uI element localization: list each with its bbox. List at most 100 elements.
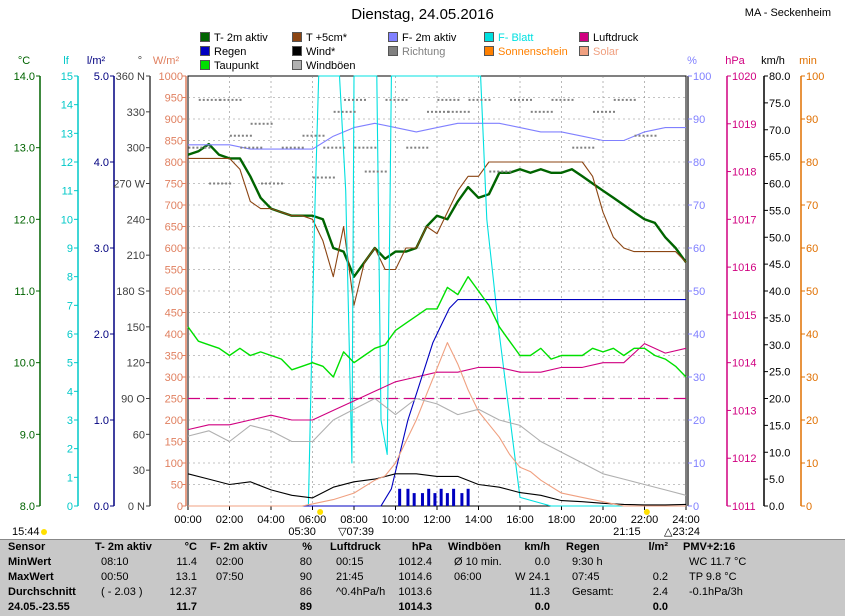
direction-point — [362, 146, 365, 149]
direction-point — [214, 98, 217, 101]
x-tick-label: 00:00 — [174, 514, 202, 526]
min-axis-label: 60 — [806, 243, 818, 255]
direction-point — [206, 98, 209, 101]
direction-point — [306, 134, 309, 137]
direction-point — [285, 146, 288, 149]
series-line — [188, 75, 686, 507]
temp-axis-unit: °C — [18, 55, 30, 67]
solar-axis-label: 650 — [165, 222, 183, 234]
stats-row: 11.3 — [448, 585, 556, 600]
direction-point — [231, 98, 234, 101]
stats-cell-value: 1014.3 — [398, 601, 432, 613]
pct-axis-label: 10 — [693, 458, 705, 470]
direction-point — [335, 146, 338, 149]
direction-point — [588, 146, 591, 149]
direction-point — [289, 146, 292, 149]
stats-header-unit: hPa — [411, 541, 432, 553]
stats-cell-label: 07:45 — [572, 571, 600, 583]
direction-point — [510, 98, 512, 101]
stats-row: ^0.4hPa/h 1013.6 — [330, 585, 438, 600]
direction-point — [613, 98, 616, 101]
stats-cell-value: 1014.6 — [398, 571, 432, 583]
stats-row: MinWert — [8, 555, 93, 570]
direction-point — [501, 170, 504, 173]
direction-point — [393, 98, 396, 101]
lf-axis-label: 11 — [62, 186, 73, 198]
direction-point — [580, 146, 583, 149]
direction-point — [559, 98, 562, 101]
direction-point — [337, 110, 340, 113]
x-tick-label: 14:00 — [465, 514, 493, 526]
direction-axis-label: 120 — [127, 358, 145, 370]
legend-label: Solar — [593, 46, 619, 58]
direction-point — [356, 98, 358, 101]
rain-axis-unit: l/m² — [87, 55, 106, 67]
kmh-axis-label: 10.0 — [769, 447, 790, 459]
hpa-axis-label: 1015 — [732, 310, 756, 322]
direction-point — [530, 98, 532, 101]
direction-point — [572, 146, 575, 149]
stats-header: T- 2m aktiv °C — [95, 540, 203, 555]
direction-point — [235, 98, 238, 101]
solar-axis-label: 300 — [165, 372, 183, 384]
direction-point — [447, 110, 450, 113]
legend-item: T- 2m aktiv — [200, 32, 268, 44]
hpa-axis-label: 1018 — [732, 167, 756, 179]
direction-point — [202, 98, 205, 101]
stats-cell-label: TP 9.8 °C — [689, 571, 737, 583]
direction-axis-label: 270 W — [113, 179, 145, 191]
pct-axis-label: 60 — [693, 243, 705, 255]
direction-point — [650, 134, 653, 137]
legend-label: F- Blatt — [498, 32, 534, 44]
direction-point — [463, 110, 466, 113]
legend-item: F- 2m aktiv — [388, 32, 456, 44]
direction-point — [227, 98, 230, 101]
stats-cell-label: Gesamt: — [572, 586, 614, 598]
series-line — [187, 397, 687, 496]
stats-cell-value: 0.0 — [652, 601, 668, 613]
current-time-label: 15:44 — [12, 526, 40, 538]
direction-point — [455, 110, 458, 113]
kmh-axis-label: 50.0 — [769, 232, 790, 244]
direction-point — [422, 146, 425, 149]
stats-header-label: Luftdruck — [330, 541, 381, 553]
x-tick-label: 22:00 — [631, 514, 659, 526]
solar-axis-label: 600 — [165, 243, 183, 255]
x-tick-label: 20:00 — [589, 514, 617, 526]
direction-point — [360, 98, 362, 101]
legend-swatch — [388, 32, 398, 42]
stats-cell-value: 12.37 — [169, 586, 197, 598]
kmh-axis-label: 75.0 — [769, 98, 790, 110]
direction-point — [341, 110, 344, 113]
min-axis-label: 100 — [806, 71, 824, 83]
direction-point — [223, 98, 226, 101]
direction-axis-label: 60 — [133, 429, 145, 441]
direction-point — [451, 110, 454, 113]
legend-label: T +5cm* — [306, 32, 348, 44]
stats-row: TP 9.8 °C — [683, 570, 793, 585]
stats-cell-label: WC 11.7 °C — [689, 556, 747, 568]
stats-cell-value: 0.0 — [534, 556, 550, 568]
min-axis-label: 0 — [806, 501, 812, 513]
solar-axis-label: 900 — [165, 114, 183, 126]
direction-point — [414, 146, 417, 149]
pct-axis-label: 100 — [693, 71, 711, 83]
solar-axis-label: 0 — [177, 501, 183, 513]
direction-point — [642, 134, 645, 137]
pct-axis-label: 70 — [693, 200, 705, 212]
direction-point — [497, 170, 500, 173]
weather-chart: 00:00 02:00 04:00 06:00 08:00 10:00 12:00 14:00… — [12, 55, 824, 538]
direction-point — [380, 170, 383, 173]
stats-cell-label: 07:50 — [216, 571, 244, 583]
direction-axis-label: 300 — [127, 143, 145, 155]
stats-cell-value: 1012.4 — [398, 556, 432, 568]
series-line — [188, 157, 687, 306]
stats-row: 07:50 90 — [210, 570, 318, 585]
stats-cell-label: 08:10 — [101, 556, 129, 568]
legend-label: Wind* — [306, 46, 336, 58]
direction-point — [445, 98, 448, 101]
direction-point — [530, 110, 533, 113]
lf-axis-label: 14 — [61, 100, 73, 112]
direction-point — [493, 170, 496, 173]
direction-point — [364, 98, 366, 101]
